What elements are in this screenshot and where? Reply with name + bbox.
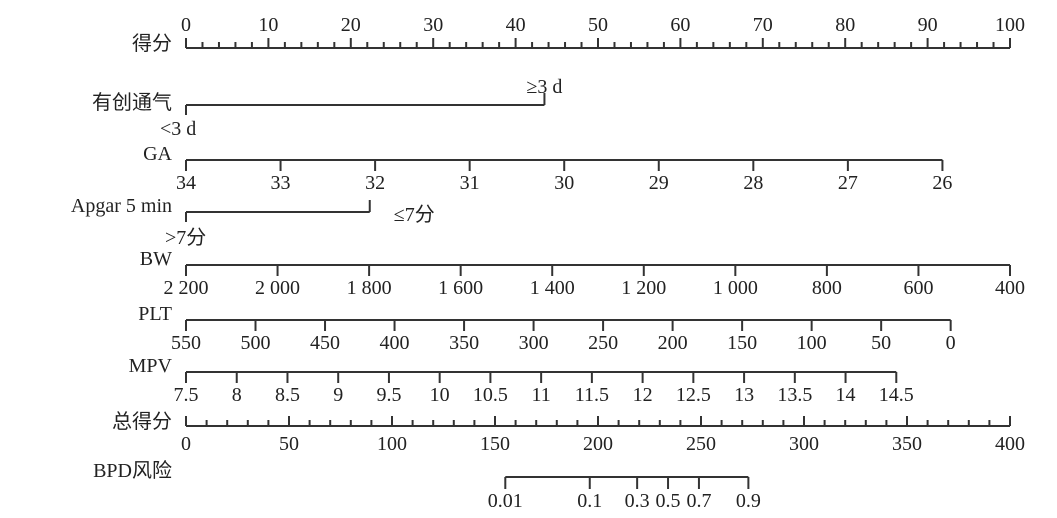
tick-label: 12 <box>633 384 653 406</box>
tick-label: 200 <box>658 332 688 354</box>
tick-label: 0.1 <box>577 490 602 512</box>
tick-label: 10.5 <box>473 384 508 406</box>
tick-label: 2 000 <box>255 277 300 299</box>
tick-label: 100 <box>995 14 1025 36</box>
tick-label: 800 <box>812 277 842 299</box>
tick-label: 9 <box>333 384 343 406</box>
tick-label: 9.5 <box>376 384 401 406</box>
tick-label: 400 <box>380 332 410 354</box>
tick-label: 50 <box>871 332 891 354</box>
tick-label: 0 <box>946 332 956 354</box>
tick-label: 14 <box>836 384 856 406</box>
tick-label: 600 <box>903 277 933 299</box>
tick-label: 1 800 <box>347 277 392 299</box>
tick-label: 13.5 <box>777 384 812 406</box>
tick-label: 60 <box>670 14 690 36</box>
level-label: >7分 <box>165 226 206 249</box>
tick-label: 0.3 <box>625 490 650 512</box>
tick-label: 2 200 <box>164 277 209 299</box>
tick-label: 0 <box>181 14 191 36</box>
tick-label: 80 <box>835 14 855 36</box>
row-label: 总得分 <box>112 410 172 433</box>
tick-label: 10 <box>258 14 278 36</box>
tick-label: 0.01 <box>488 490 523 512</box>
tick-label: 11 <box>532 384 551 406</box>
tick-label: 29 <box>649 172 669 194</box>
tick-label: 50 <box>588 14 608 36</box>
tick-label: 33 <box>271 172 291 194</box>
tick-label: 27 <box>838 172 858 194</box>
tick-label: 70 <box>753 14 773 36</box>
row-label: Apgar 5 min <box>71 195 172 217</box>
tick-label: 550 <box>171 332 201 354</box>
row-label: GA <box>143 143 172 165</box>
tick-label: 0.9 <box>736 490 761 512</box>
level-label: <3 d <box>160 118 196 140</box>
tick-label: 450 <box>310 332 340 354</box>
tick-label: 400 <box>995 433 1025 455</box>
tick-label: 28 <box>743 172 763 194</box>
tick-label: 11.5 <box>575 384 609 406</box>
tick-label: 1 600 <box>438 277 483 299</box>
tick-label: 150 <box>480 433 510 455</box>
tick-label: 250 <box>686 433 716 455</box>
tick-label: 250 <box>588 332 618 354</box>
tick-label: 1 400 <box>530 277 575 299</box>
tick-label: 0 <box>181 433 191 455</box>
tick-label: 50 <box>279 433 299 455</box>
tick-label: 8 <box>232 384 242 406</box>
tick-label: 0.7 <box>686 490 711 512</box>
row-label: MPV <box>129 355 173 377</box>
tick-label: 90 <box>918 14 938 36</box>
tick-label: 40 <box>506 14 526 36</box>
tick-label: 0.5 <box>656 490 681 512</box>
tick-label: 8.5 <box>275 384 300 406</box>
tick-label: 350 <box>892 433 922 455</box>
tick-label: 20 <box>341 14 361 36</box>
tick-label: 100 <box>377 433 407 455</box>
tick-label: 150 <box>727 332 757 354</box>
tick-label: 200 <box>583 433 613 455</box>
tick-label: 7.5 <box>174 384 199 406</box>
tick-label: 10 <box>430 384 450 406</box>
tick-label: 13 <box>734 384 754 406</box>
row-label: BPD风险 <box>93 459 172 482</box>
tick-label: 34 <box>176 172 196 194</box>
tick-label: 100 <box>797 332 827 354</box>
tick-label: 300 <box>519 332 549 354</box>
tick-label: 26 <box>932 172 952 194</box>
tick-label: 31 <box>460 172 480 194</box>
tick-label: 30 <box>423 14 443 36</box>
level-label: ≤7分 <box>394 203 435 226</box>
tick-label: 500 <box>241 332 271 354</box>
row-label: PLT <box>138 303 172 325</box>
level-label: ≥3 d <box>526 76 562 98</box>
tick-label: 14.5 <box>879 384 914 406</box>
tick-label: 1 000 <box>713 277 758 299</box>
tick-label: 12.5 <box>676 384 711 406</box>
tick-label: 32 <box>365 172 385 194</box>
row-label: 得分 <box>132 32 172 55</box>
tick-label: 1 200 <box>621 277 666 299</box>
row-label: BW <box>140 248 172 270</box>
tick-label: 400 <box>995 277 1025 299</box>
row-label: 有创通气 <box>92 91 172 114</box>
tick-label: 350 <box>449 332 479 354</box>
tick-label: 300 <box>789 433 819 455</box>
tick-label: 30 <box>554 172 574 194</box>
